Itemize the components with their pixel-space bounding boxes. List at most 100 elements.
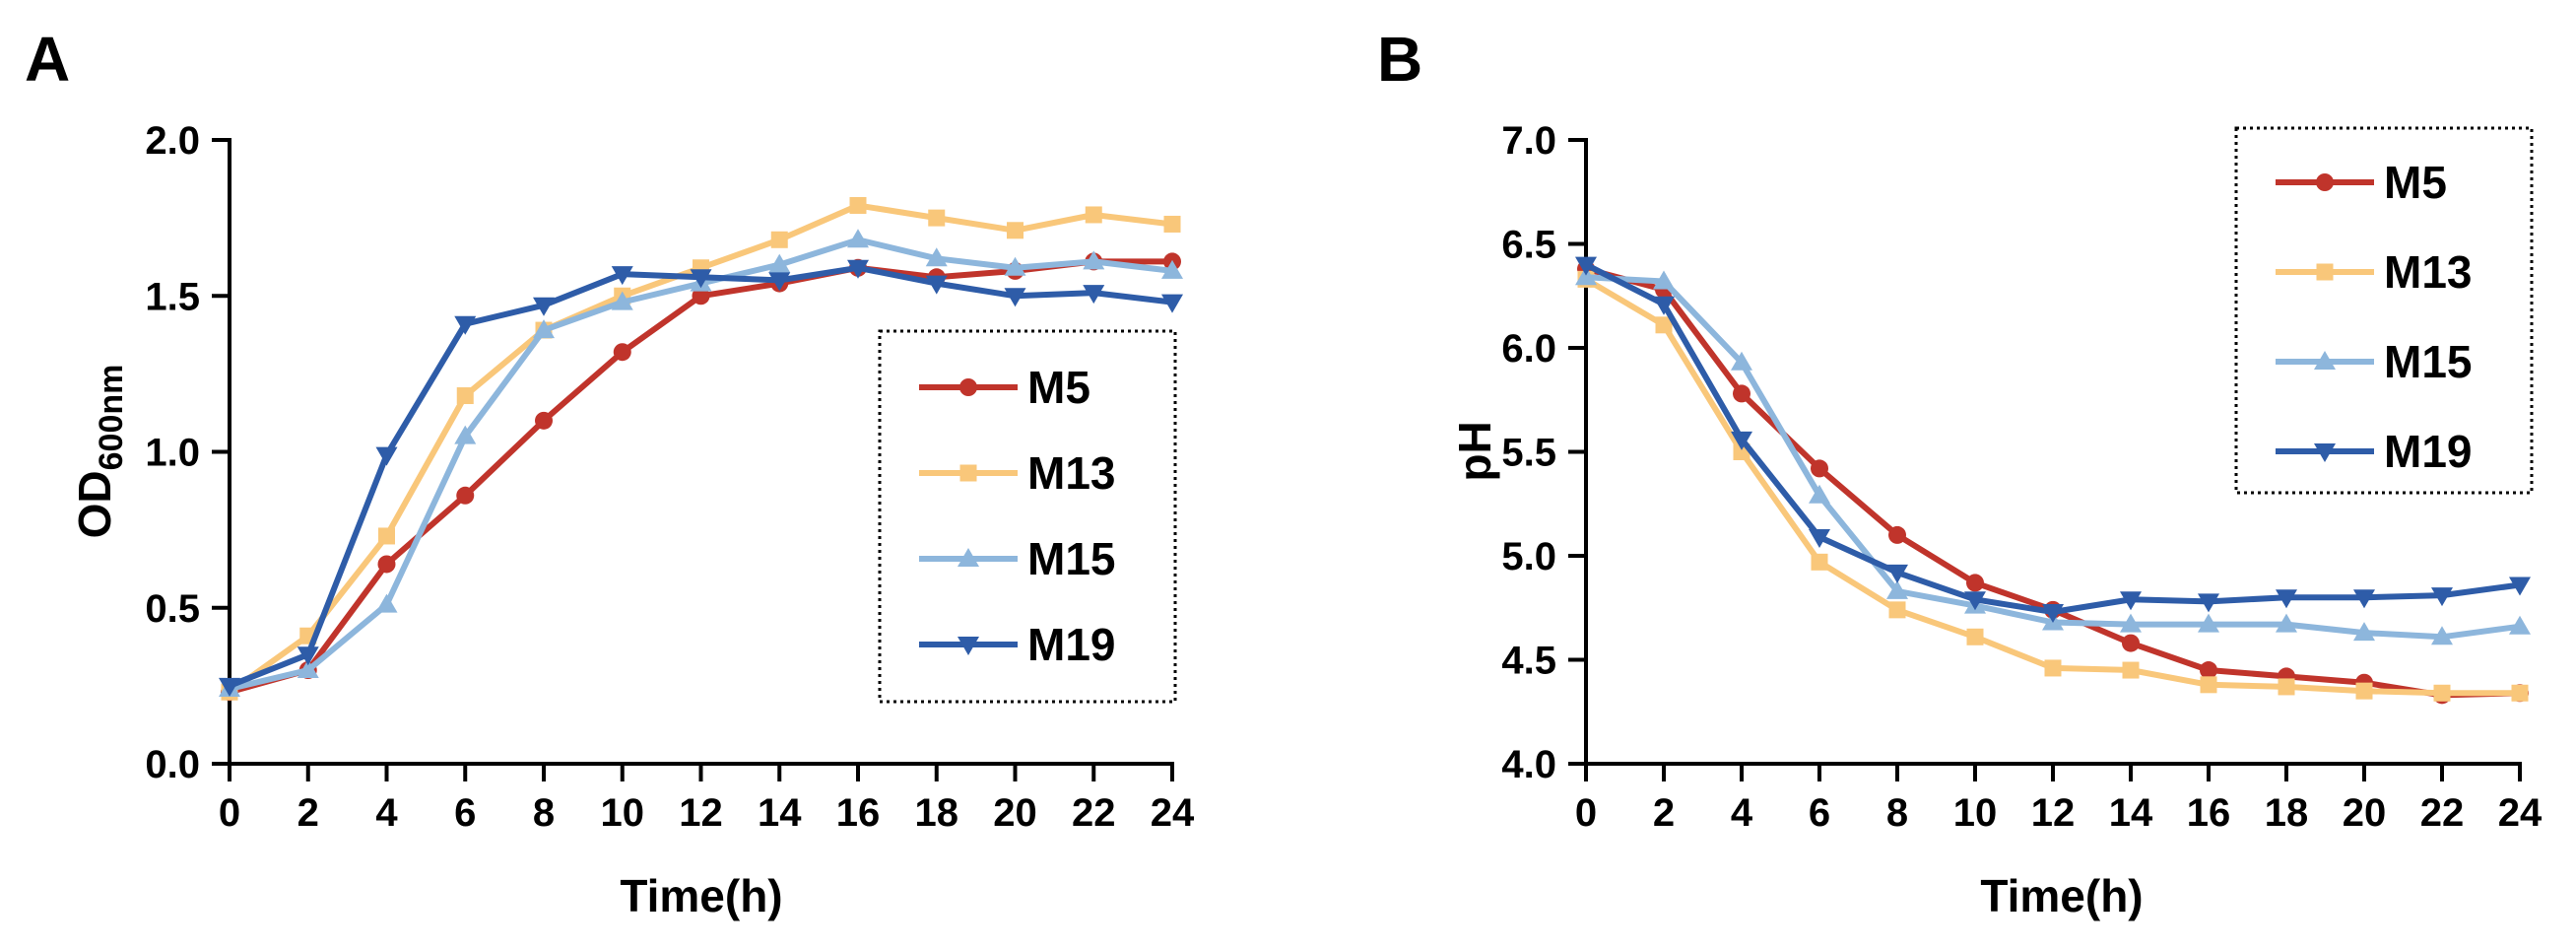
legend-marker xyxy=(2314,443,2336,462)
data-point-m13 xyxy=(2122,661,2140,679)
series-m19 xyxy=(1575,256,2531,623)
y-tick-label: 2.0 xyxy=(145,119,200,163)
x-tick-label: 8 xyxy=(533,791,555,835)
data-point-m5 xyxy=(1733,384,1750,403)
legend-marker xyxy=(2316,263,2334,281)
legend-label: M5 xyxy=(2384,157,2447,208)
legend: M5 M13 M15 M19 xyxy=(878,329,1177,704)
data-point-m13 xyxy=(1811,553,1828,571)
data-point-m15 xyxy=(2276,613,2297,633)
data-point-m19 xyxy=(2431,587,2453,607)
data-point-m13 xyxy=(2278,678,2295,696)
y-tick-label: 6.0 xyxy=(1501,327,1556,371)
legend-label: M13 xyxy=(2384,246,2472,298)
data-point-m19 xyxy=(768,272,791,292)
data-point-m13 xyxy=(1163,215,1181,233)
data-point-m15 xyxy=(1575,266,1597,286)
data-point-m15 xyxy=(768,253,791,273)
data-point-m13 xyxy=(1966,628,1984,645)
data-point-m13 xyxy=(456,387,474,405)
legend-box xyxy=(878,329,1177,704)
panel-label: A xyxy=(25,24,70,95)
data-point-m5 xyxy=(2122,634,2140,652)
data-point-m15 xyxy=(2353,622,2375,642)
x-tick-label: 24 xyxy=(2498,791,2543,835)
data-point-m5 xyxy=(1888,525,1906,544)
data-point-m19 xyxy=(925,275,948,295)
x-tick-label: 0 xyxy=(219,791,240,835)
data-point-m15 xyxy=(2431,626,2453,645)
x-tick-label: 12 xyxy=(679,791,723,835)
data-point-m19 xyxy=(2353,589,2375,609)
data-point-m19 xyxy=(690,269,712,289)
x-tick-label: 0 xyxy=(1575,791,1597,835)
x-tick-label: 24 xyxy=(1151,791,1195,835)
data-point-m15 xyxy=(1731,351,1752,371)
legend-item-m15: M15 xyxy=(919,533,1115,584)
legend: M5 M13 M15 M19 xyxy=(2234,126,2534,495)
data-point-m19 xyxy=(533,297,555,316)
legend-marker xyxy=(959,464,977,482)
data-point-m15 xyxy=(1004,256,1026,276)
data-point-m19 xyxy=(1575,256,1597,276)
x-tick-label: 8 xyxy=(1886,791,1908,835)
legend-marker xyxy=(958,548,979,567)
data-point-m15 xyxy=(2198,613,2219,633)
data-point-m13 xyxy=(1085,206,1102,224)
legend-item-m19: M19 xyxy=(919,619,1115,670)
series-m13 xyxy=(221,196,1181,701)
data-point-m19 xyxy=(2509,577,2531,596)
x-tick-label: 22 xyxy=(1072,791,1116,835)
x-tick-label: 14 xyxy=(2109,791,2153,835)
data-point-m19 xyxy=(297,646,319,666)
legend-marker xyxy=(2316,173,2334,191)
y-axis-title: OD600nm xyxy=(69,365,130,539)
data-point-m13 xyxy=(1888,601,1906,619)
legend-label: M5 xyxy=(1027,362,1090,413)
y-tick-label: 5.0 xyxy=(1501,535,1556,578)
x-tick-label: 2 xyxy=(1653,791,1675,835)
series-m19 xyxy=(219,259,1183,697)
legend-label: M13 xyxy=(1027,447,1115,499)
legend-box xyxy=(2234,126,2534,495)
chart-panel-a: A0.00.51.01.52.00 2 4 6 8 10 12 14 16 18 20 22 24Tim… xyxy=(25,24,1195,921)
x-tick-label: 16 xyxy=(2187,791,2231,835)
data-point-m15 xyxy=(375,593,398,613)
x-tick-label: 6 xyxy=(1809,791,1830,835)
data-point-m15 xyxy=(1809,484,1830,504)
x-tick-label: 22 xyxy=(2420,791,2465,835)
data-point-m19 xyxy=(1731,431,1752,450)
x-tick-label: 10 xyxy=(1953,791,1998,835)
data-point-m19 xyxy=(1653,296,1675,315)
x-tick-label: 12 xyxy=(2031,791,2076,835)
x-tick-label: 4 xyxy=(1731,791,1753,835)
legend-item-m19: M19 xyxy=(2276,426,2472,477)
y-tick-label: 0.0 xyxy=(145,743,200,786)
legend-label: M19 xyxy=(2384,426,2472,477)
data-point-m15 xyxy=(2120,613,2142,633)
data-point-m19 xyxy=(2120,591,2142,611)
x-tick-label: 4 xyxy=(375,791,398,835)
legend-item-m5: M5 xyxy=(2276,157,2447,208)
data-point-m15 xyxy=(847,229,869,248)
data-point-m19 xyxy=(2198,593,2219,613)
data-point-m5 xyxy=(377,555,396,574)
data-point-m19 xyxy=(375,446,398,466)
data-point-m15 xyxy=(611,291,633,310)
data-point-m19 xyxy=(1161,294,1183,313)
data-point-m19 xyxy=(2042,603,2064,623)
y-tick-label: 1.5 xyxy=(145,275,200,318)
data-point-m5 xyxy=(1811,459,1828,478)
x-tick-label: 10 xyxy=(601,791,645,835)
data-point-m13 xyxy=(2355,682,2373,700)
legend-label: M19 xyxy=(1027,619,1115,670)
data-point-m15 xyxy=(1083,250,1105,270)
data-point-m13 xyxy=(378,527,395,545)
legend-item-m5: M5 xyxy=(919,362,1090,413)
y-tick-label: 0.5 xyxy=(145,587,200,631)
data-point-m15 xyxy=(1653,270,1675,290)
y-tick-label: 1.0 xyxy=(145,432,200,475)
data-point-m13 xyxy=(2433,684,2451,702)
x-axis-title: Time(h) xyxy=(1980,870,2143,921)
